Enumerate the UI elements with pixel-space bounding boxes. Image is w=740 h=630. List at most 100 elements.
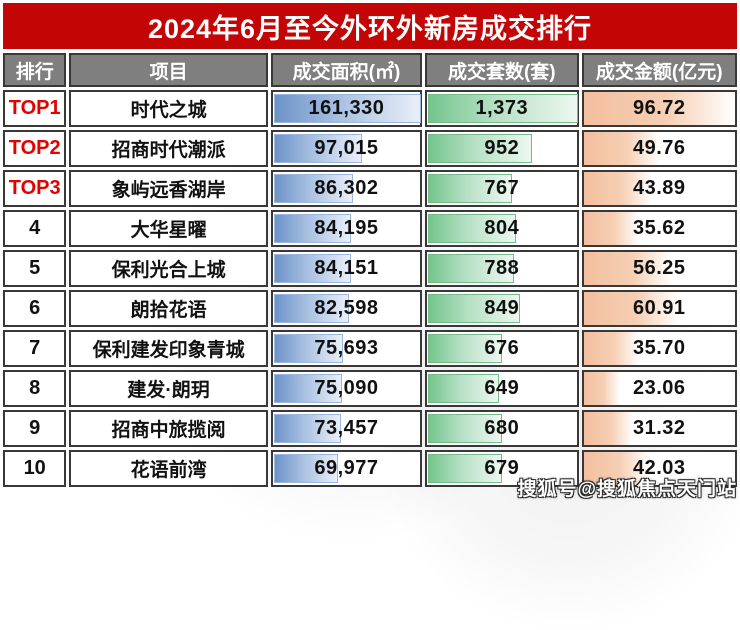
amount-cell: 49.76 bbox=[581, 130, 737, 167]
amount-data-bar bbox=[583, 212, 640, 245]
units-cell: 788 bbox=[425, 250, 579, 287]
area-value: 84,195 bbox=[314, 217, 379, 239]
units-cell: 679 bbox=[425, 450, 579, 487]
table-body: TOP1 时代之城 161,330 1,373 96.72 TOP2 招商时代潮… bbox=[3, 90, 737, 487]
units-cell: 649 bbox=[425, 370, 579, 407]
amount-data-bar bbox=[583, 92, 735, 125]
amount-data-bar bbox=[583, 252, 672, 285]
amount-value: 60.91 bbox=[632, 297, 686, 319]
units-cell: 767 bbox=[425, 170, 579, 207]
area-cell: 86,302 bbox=[270, 170, 423, 207]
area-cell: 82,598 bbox=[270, 290, 423, 327]
units-data-bar bbox=[428, 454, 503, 483]
units-value: 952 bbox=[484, 137, 520, 159]
amount-value: 35.70 bbox=[632, 337, 686, 359]
rank-cell: 5 bbox=[3, 250, 67, 287]
amount-data-bar bbox=[583, 292, 679, 325]
amount-data-bar bbox=[583, 332, 640, 365]
units-data-bar bbox=[428, 214, 516, 243]
project-cell: 保利光合上城 bbox=[69, 250, 268, 287]
project-cell: 花语前湾 bbox=[69, 450, 268, 487]
units-data-bar bbox=[428, 334, 502, 363]
rank-cell: 10 bbox=[3, 450, 67, 487]
area-value: 75,090 bbox=[314, 377, 379, 399]
units-cell: 1,373 bbox=[425, 90, 579, 127]
amount-cell: 35.70 bbox=[581, 330, 737, 367]
area-data-bar bbox=[273, 454, 338, 483]
area-cell: 84,195 bbox=[270, 210, 423, 247]
area-value: 73,457 bbox=[314, 417, 379, 439]
column-header-amount: 成交金额(亿元) bbox=[581, 53, 737, 87]
area-data-bar bbox=[273, 374, 343, 403]
column-header-area: 成交面积(㎡) bbox=[270, 53, 423, 87]
units-value: 1,373 bbox=[475, 97, 529, 119]
rank-cell: TOP1 bbox=[3, 90, 67, 127]
project-cell: 大华星曜 bbox=[69, 210, 268, 247]
area-data-bar bbox=[273, 414, 341, 443]
units-value: 649 bbox=[484, 377, 520, 399]
area-value: 75,693 bbox=[314, 337, 379, 359]
area-cell: 69,977 bbox=[270, 450, 423, 487]
area-cell: 161,330 bbox=[270, 90, 423, 127]
amount-value: 23.06 bbox=[632, 377, 686, 399]
project-cell: 建发·朗玥 bbox=[69, 370, 268, 407]
project-cell: 象屿远香湖岸 bbox=[69, 170, 268, 207]
sohu-watermark: 搜狐号@搜狐焦点天门站 bbox=[517, 479, 737, 500]
units-cell: 676 bbox=[425, 330, 579, 367]
units-value: 767 bbox=[484, 177, 520, 199]
units-data-bar bbox=[428, 174, 512, 203]
amount-data-bar bbox=[583, 372, 620, 405]
units-data-bar bbox=[428, 254, 514, 283]
area-value: 86,302 bbox=[314, 177, 379, 199]
area-data-bar bbox=[273, 254, 351, 283]
rank-cell: 9 bbox=[3, 410, 67, 447]
project-cell: 招商时代潮派 bbox=[69, 130, 268, 167]
units-value: 676 bbox=[484, 337, 520, 359]
units-cell: 680 bbox=[425, 410, 579, 447]
rank-cell: 7 bbox=[3, 330, 67, 367]
table-row: 4 大华星曜 84,195 804 35.62 bbox=[3, 210, 737, 247]
table-row: TOP2 招商时代潮派 97,015 952 49.76 bbox=[3, 130, 737, 167]
project-cell: 招商中旅揽阅 bbox=[69, 410, 268, 447]
table-header: 排行 项目 成交面积(㎡) 成交套数(套) 成交金额(亿元) bbox=[3, 53, 737, 87]
area-data-bar bbox=[273, 94, 422, 123]
column-header-units: 成交套数(套) bbox=[425, 53, 579, 87]
units-data-bar bbox=[428, 134, 532, 163]
area-cell: 75,693 bbox=[270, 330, 423, 367]
amount-value: 42.03 bbox=[632, 457, 686, 479]
amount-value: 35.62 bbox=[632, 217, 686, 239]
amount-value: 31.32 bbox=[632, 417, 686, 439]
units-value: 849 bbox=[484, 297, 520, 319]
area-data-bar bbox=[273, 294, 350, 323]
units-value: 680 bbox=[484, 417, 520, 439]
page: 2024年6月至今外环外新房成交排行 排行 项目 成交面积(㎡) 成交套数(套)… bbox=[3, 3, 740, 630]
units-data-bar bbox=[428, 374, 499, 403]
amount-cell: 96.72 bbox=[581, 90, 737, 127]
area-data-bar bbox=[273, 334, 343, 363]
table-row: 10 花语前湾 69,977 679 42.03 bbox=[3, 450, 737, 487]
amount-value: 56.25 bbox=[632, 257, 686, 279]
project-cell: 时代之城 bbox=[69, 90, 268, 127]
area-data-bar bbox=[273, 214, 351, 243]
units-value: 804 bbox=[484, 217, 520, 239]
amount-data-bar bbox=[583, 172, 653, 205]
amount-value: 43.89 bbox=[632, 177, 686, 199]
table-row: TOP1 时代之城 161,330 1,373 96.72 bbox=[3, 90, 737, 127]
amount-cell: 23.06 bbox=[581, 370, 737, 407]
rank-cell: 4 bbox=[3, 210, 67, 247]
table-row: 7 保利建发印象青城 75,693 676 35.70 bbox=[3, 330, 737, 367]
project-cell: 朗拾花语 bbox=[69, 290, 268, 327]
rank-cell: TOP3 bbox=[3, 170, 67, 207]
units-data-bar bbox=[428, 294, 521, 323]
amount-data-bar bbox=[583, 132, 662, 165]
page-title: 2024年6月至今外环外新房成交排行 bbox=[3, 3, 737, 49]
area-cell: 84,151 bbox=[270, 250, 423, 287]
amount-value: 49.76 bbox=[632, 137, 686, 159]
area-cell: 75,090 bbox=[270, 370, 423, 407]
table-row: 9 招商中旅揽阅 73,457 680 31.32 bbox=[3, 410, 737, 447]
rank-cell: 6 bbox=[3, 290, 67, 327]
units-data-bar bbox=[428, 414, 503, 443]
amount-cell: 60.91 bbox=[581, 290, 737, 327]
amount-data-bar bbox=[583, 452, 650, 485]
amount-cell: 43.89 bbox=[581, 170, 737, 207]
